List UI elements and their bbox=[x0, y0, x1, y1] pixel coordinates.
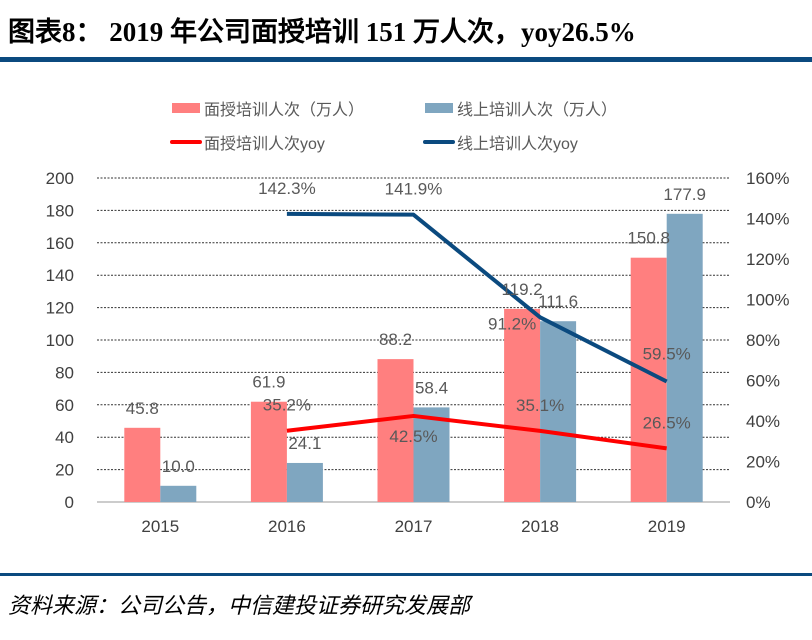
source-note: 资料来源：公司公告，中信建投证券研究发展部 bbox=[8, 593, 471, 618]
data-label: 58.4 bbox=[415, 378, 448, 397]
data-label: 119.2 bbox=[501, 280, 542, 299]
bar-offline bbox=[377, 359, 414, 502]
x-tick-label: 2017 bbox=[395, 517, 433, 536]
data-label: 35.1% bbox=[516, 396, 564, 415]
y2-tick-label: 20% bbox=[746, 453, 780, 472]
y2-tick-label: 160% bbox=[746, 169, 789, 188]
bar-online bbox=[540, 321, 577, 502]
y-tick-label: 160 bbox=[46, 234, 74, 253]
data-label: 142.3% bbox=[258, 179, 316, 198]
y-tick-label: 100 bbox=[46, 331, 74, 350]
legend-swatch bbox=[425, 103, 453, 113]
bar-online bbox=[413, 407, 450, 502]
y-tick-label: 40 bbox=[55, 428, 74, 447]
legend-label: 线上培训人次yoy bbox=[457, 135, 578, 153]
legend-label: 面授培训人次（万人） bbox=[204, 101, 364, 119]
data-label: 59.5% bbox=[643, 345, 691, 364]
data-label: 88.2 bbox=[379, 330, 412, 349]
data-label: 177.9 bbox=[663, 185, 706, 204]
line-online-yoy bbox=[286, 211, 668, 384]
x-tick-label: 2018 bbox=[521, 517, 559, 536]
page-title: 图表8： 2019 年公司面授培训 151 万人次，yoy26.5% bbox=[8, 17, 636, 47]
data-label: 141.9% bbox=[385, 180, 443, 199]
line-offline-yoy bbox=[286, 413, 667, 451]
bar-offline bbox=[124, 427, 161, 502]
data-label: 61.9 bbox=[252, 373, 285, 392]
data-label: 42.5% bbox=[389, 427, 437, 446]
y2-tick-label: 100% bbox=[746, 291, 789, 310]
bar-offline bbox=[504, 308, 541, 502]
y2-tick-label: 40% bbox=[746, 412, 780, 431]
bar-offline bbox=[250, 401, 287, 502]
data-label: 150.8 bbox=[627, 229, 670, 248]
legend-label: 面授培训人次yoy bbox=[204, 135, 325, 153]
y-tick-label: 20 bbox=[55, 461, 74, 480]
bar-online bbox=[160, 485, 197, 502]
data-label: 26.5% bbox=[643, 413, 691, 432]
data-label: 111.6 bbox=[538, 292, 578, 311]
footer-divider bbox=[0, 573, 812, 576]
y-tick-label: 60 bbox=[55, 396, 74, 415]
bar-online bbox=[666, 213, 703, 502]
y-tick-label: 0 bbox=[65, 493, 74, 512]
y-tick-label: 200 bbox=[46, 169, 74, 188]
y2-tick-label: 120% bbox=[746, 250, 789, 269]
data-label: 24.1 bbox=[288, 434, 321, 453]
y-tick-label: 80 bbox=[55, 363, 74, 382]
data-label: 10.0 bbox=[162, 457, 195, 476]
y2-tick-label: 140% bbox=[746, 210, 789, 229]
y-tick-label: 180 bbox=[46, 201, 74, 220]
data-label: 35.2% bbox=[263, 396, 311, 415]
data-label: 45.8 bbox=[126, 399, 159, 418]
y2-tick-label: 0% bbox=[746, 493, 771, 512]
legend-swatch bbox=[172, 103, 200, 113]
bar-online bbox=[286, 462, 323, 502]
x-tick-label: 2019 bbox=[648, 517, 686, 536]
x-tick-label: 2016 bbox=[268, 517, 306, 536]
data-label: 91.2% bbox=[488, 314, 536, 333]
y-tick-label: 120 bbox=[46, 299, 74, 318]
legend-label: 线上培训人次（万人） bbox=[457, 101, 617, 119]
y2-tick-label: 80% bbox=[746, 331, 780, 350]
title-divider bbox=[0, 57, 812, 62]
chart: 0 20 40 60 80 100 120 140 160 180 200 0% 20% 40% 60% 80… bbox=[46, 101, 790, 536]
x-tick-label: 2015 bbox=[141, 517, 179, 536]
y-tick-label: 140 bbox=[46, 266, 74, 285]
y2-tick-label: 60% bbox=[746, 372, 780, 391]
